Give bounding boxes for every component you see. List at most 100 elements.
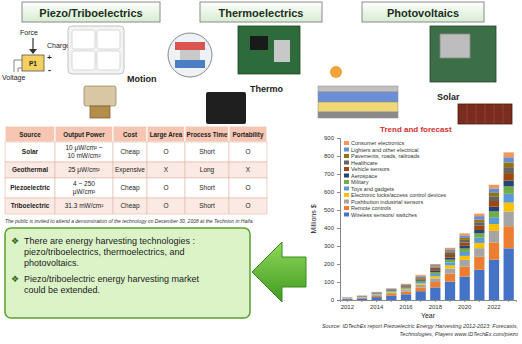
x-tick-mark (362, 300, 363, 302)
bar-segment (372, 292, 382, 293)
bar-segment (430, 278, 440, 282)
table-cell-text: Triboelectric (11, 202, 50, 209)
motion-label: Motion (127, 74, 157, 84)
bar-segment (430, 271, 440, 272)
bar-segment (460, 267, 470, 277)
bar-segment (416, 285, 426, 288)
summary-callout: ❖There are energy harvesting technologie… (5, 228, 250, 318)
bar-segment (474, 222, 484, 225)
bar-segment (386, 289, 396, 291)
table-header-cell (229, 126, 267, 142)
legend-swatch (344, 148, 349, 152)
source-text: Source: IDTechEx report Piezoelectric En… (322, 323, 518, 329)
x-tick: 2016 (399, 300, 413, 310)
callout-text: photovoltaics. (24, 258, 79, 268)
section-header-box (22, 2, 160, 22)
panel-grid (467, 104, 468, 124)
bar-segment (342, 298, 352, 299)
pv-layer (318, 112, 398, 118)
bar-segment (401, 287, 411, 289)
y-tick: 600 (324, 189, 340, 195)
bar-segment (504, 152, 514, 157)
table-header-cell (55, 126, 113, 142)
bar-segment (430, 268, 440, 269)
bar-segment (489, 188, 499, 193)
bar-segment (474, 238, 484, 243)
table-cell (147, 198, 185, 214)
bar-series (342, 211, 514, 298)
y-axis-title: Millions $ (310, 204, 317, 233)
bars (342, 152, 514, 300)
harvester-module (84, 86, 116, 106)
minus-sign: - (48, 65, 51, 75)
table-cell (229, 162, 267, 178)
legend-swatch (344, 141, 349, 145)
bar-segment (342, 297, 352, 298)
bar-segment (460, 256, 470, 260)
x-tick-label: 2022 (487, 304, 501, 310)
table-cell (147, 162, 185, 178)
bar-series (357, 163, 514, 296)
bar-segment (357, 296, 367, 297)
table-cell-text: Expensive (115, 166, 145, 174)
bar-series (342, 194, 514, 298)
bar-segment (504, 226, 514, 248)
bar-series (357, 152, 514, 295)
bar-segment (401, 284, 411, 285)
bar-segment (357, 296, 367, 297)
bar-segment (489, 207, 499, 212)
bar-segment (474, 214, 484, 217)
bar-segment (386, 288, 396, 289)
bar-segment (401, 288, 411, 290)
bar-segment (445, 260, 455, 263)
x-tick-label: 2020 (458, 304, 472, 310)
y-tick-mark (337, 210, 340, 211)
table-cell (5, 178, 55, 198)
legend-swatch (344, 206, 349, 210)
y-tick: 800 (324, 153, 340, 159)
bar-segment (489, 193, 499, 196)
table-cell-text: Long (200, 166, 215, 174)
voltage-label: Voltage (2, 74, 25, 82)
section-header-title: Thermoelectrics (219, 7, 304, 19)
bar-segment (372, 292, 382, 293)
bar-segment (460, 233, 470, 235)
bar-segment (416, 276, 426, 278)
y-tick-label: 0 (331, 297, 335, 303)
bar-segment (430, 264, 440, 265)
x-tick (450, 300, 451, 302)
piezo-illustration: ForceP1Charges+-VoltageMotion (2, 26, 157, 118)
y-tick: 100 (324, 279, 340, 285)
table-cell-text: 10 mW/cm² (67, 152, 101, 159)
bar-segment (342, 297, 352, 298)
table-cell-text: 25 μW/cm² (68, 166, 100, 174)
chip-shield (274, 40, 290, 62)
piezo-element (22, 55, 44, 71)
x-tick-mark (494, 300, 495, 302)
bar-segment (342, 297, 352, 298)
bar-segment (357, 296, 367, 297)
bar-segment (445, 249, 455, 251)
y-tick-mark (337, 192, 340, 193)
x-tick-mark (450, 300, 451, 302)
bar-segment (474, 226, 484, 230)
bar-segment (357, 295, 367, 296)
bar-segment (372, 293, 382, 295)
table-cell (113, 178, 147, 198)
bar-segment (416, 287, 426, 291)
y-tick: 900 (324, 135, 340, 141)
bar-segment (372, 294, 382, 296)
callout-text: piezo/triboelectrics, thermoelectrics, a… (24, 247, 185, 257)
bar-segment (489, 185, 499, 189)
x-tick: 2022 (487, 300, 501, 310)
table-cell-text: Geothermal (12, 166, 48, 173)
bar-segment (445, 253, 455, 255)
table-header-text: Output Power (63, 131, 105, 139)
thermo-pad (206, 92, 246, 124)
y-axis-line (337, 139, 341, 301)
cold-side (175, 60, 205, 68)
bar-series (342, 186, 514, 298)
y-tick-label: 200 (324, 261, 335, 267)
bar-segment (445, 255, 455, 258)
bar-segment (489, 201, 499, 207)
